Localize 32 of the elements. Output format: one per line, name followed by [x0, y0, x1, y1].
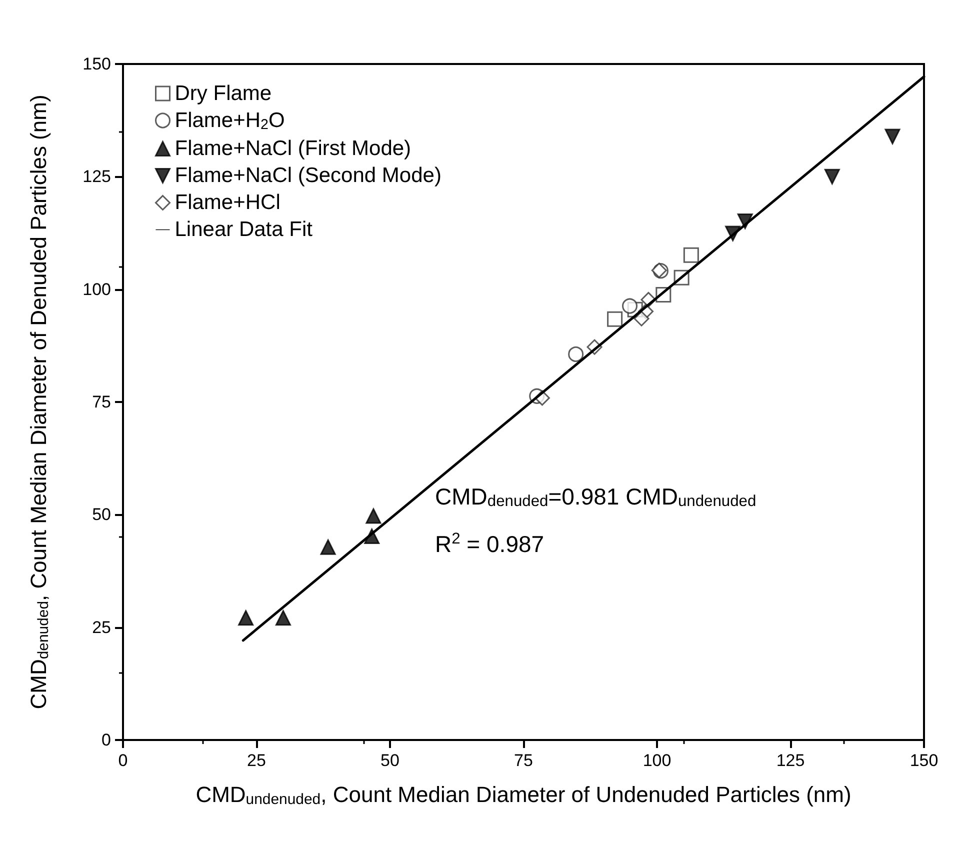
x-tick-label: 25 — [247, 751, 266, 770]
point — [238, 610, 254, 626]
point — [634, 310, 650, 326]
x-tick-label: 125 — [776, 751, 805, 770]
x-tick-label: 50 — [380, 751, 400, 770]
y-tick-label: 25 — [92, 618, 111, 637]
x-tick-label: 150 — [910, 751, 938, 770]
annotation: CMDdenuded=0.981 CMDundenuded — [435, 484, 756, 510]
point — [683, 247, 699, 263]
x-tick-label: 100 — [642, 751, 672, 770]
y-tick-label: 0 — [102, 730, 111, 750]
point — [824, 168, 840, 184]
y-tick-label: 150 — [82, 54, 111, 74]
point — [320, 539, 336, 555]
point — [622, 298, 638, 314]
y-tick-label: 125 — [82, 167, 111, 186]
x-tick-label: 75 — [514, 751, 533, 770]
legend-label: Flame+NaCl (Second Mode) — [174, 164, 442, 188]
legend-label: Flame+HCl — [174, 191, 280, 214]
y-tick-label: 50 — [92, 505, 111, 524]
point — [275, 610, 291, 626]
point — [884, 128, 900, 144]
legend-label: Flame+NaCl (First Mode) — [174, 137, 412, 160]
x-tick-label: 0 — [118, 751, 128, 770]
y-axis-title: CMDdenuded, Count Median Diameter of Denuded Particles (nm) — [26, 94, 52, 710]
legend-label: Linear Data Fit — [174, 218, 313, 242]
point — [568, 346, 584, 362]
point — [607, 311, 623, 327]
legend-label: Dry Flame — [174, 82, 272, 105]
point — [366, 508, 382, 524]
y-tick-label: 75 — [92, 392, 111, 412]
y-tick-label: 100 — [82, 280, 111, 299]
